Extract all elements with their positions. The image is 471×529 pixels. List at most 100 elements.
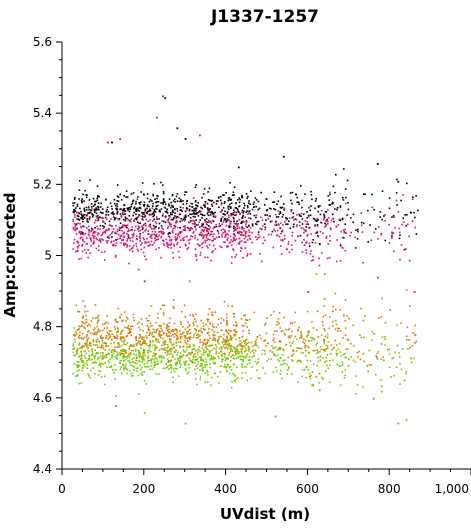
data-point (405, 370, 408, 373)
data-point (77, 364, 80, 366)
data-point (200, 364, 203, 367)
data-point (199, 376, 202, 378)
data-point (92, 232, 94, 234)
data-point (180, 364, 182, 366)
data-point (154, 198, 156, 200)
data-point (155, 225, 157, 228)
data-point (297, 235, 299, 237)
outlier-point (176, 127, 179, 130)
data-point (234, 331, 237, 333)
data-point (83, 210, 86, 212)
data-point (90, 349, 93, 351)
data-point (132, 365, 134, 367)
data-point (131, 358, 134, 361)
data-point (114, 254, 117, 257)
data-point (123, 211, 125, 213)
data-point (260, 191, 262, 194)
data-point (317, 351, 319, 353)
data-point (172, 381, 174, 384)
data-point (152, 193, 154, 196)
data-point (135, 242, 137, 245)
data-point (94, 331, 96, 334)
data-point (82, 300, 85, 302)
data-point (129, 364, 132, 366)
data-point (86, 218, 88, 220)
data-point (288, 251, 291, 254)
data-point (80, 382, 83, 384)
data-point (317, 356, 319, 359)
data-point (143, 216, 145, 218)
data-point (208, 225, 210, 227)
data-point (114, 204, 117, 207)
data-point (214, 372, 217, 375)
data-point (143, 351, 145, 353)
data-point (165, 238, 168, 241)
data-point (81, 238, 84, 241)
data-point (298, 359, 301, 362)
data-point (360, 221, 363, 224)
data-point (86, 339, 88, 342)
data-point (310, 339, 313, 342)
data-point (144, 342, 146, 345)
data-point (300, 336, 303, 338)
data-point (152, 340, 155, 343)
outlier-point (376, 163, 379, 165)
data-point (379, 216, 381, 218)
data-point (212, 356, 215, 358)
data-point (86, 220, 88, 222)
outlier-point (107, 141, 109, 144)
data-point (211, 376, 213, 379)
data-point (310, 233, 312, 235)
data-point (247, 346, 250, 348)
data-point (229, 199, 231, 201)
data-point (230, 356, 232, 358)
data-point (228, 229, 230, 232)
data-point (120, 349, 122, 352)
data-point (116, 346, 118, 348)
data-point (319, 230, 322, 233)
data-point (266, 214, 268, 216)
data-point (144, 222, 147, 225)
data-point (120, 359, 123, 362)
data-point (154, 364, 157, 366)
data-point (256, 363, 258, 365)
data-point (167, 244, 169, 246)
data-point (311, 259, 313, 262)
data-point (204, 328, 206, 331)
data-point (146, 210, 149, 213)
data-point (199, 334, 201, 337)
data-point (246, 379, 248, 382)
data-point (360, 307, 362, 310)
data-point (83, 345, 86, 348)
outlier-point (188, 280, 191, 283)
data-point (147, 355, 150, 357)
data-point (188, 242, 191, 245)
data-point (186, 235, 188, 238)
data-point (222, 353, 224, 355)
data-point (222, 232, 225, 234)
data-point (229, 347, 232, 350)
data-point (122, 335, 124, 338)
data-point (94, 219, 97, 222)
data-point (163, 344, 165, 346)
data-point (241, 216, 244, 218)
data-point (133, 366, 135, 368)
data-point (233, 379, 236, 382)
data-point (192, 344, 195, 346)
data-point (121, 225, 124, 228)
data-point (329, 364, 331, 367)
data-point (371, 206, 374, 209)
data-point (318, 257, 320, 260)
data-point (336, 352, 339, 355)
data-point (187, 239, 190, 242)
data-point (119, 338, 122, 340)
data-point (224, 217, 226, 220)
data-point (103, 327, 106, 330)
data-point (250, 190, 252, 192)
data-point (155, 352, 157, 355)
data-point (80, 231, 82, 233)
data-point (244, 350, 246, 353)
data-point (90, 240, 92, 242)
data-point (235, 254, 238, 256)
data-point (285, 328, 287, 331)
